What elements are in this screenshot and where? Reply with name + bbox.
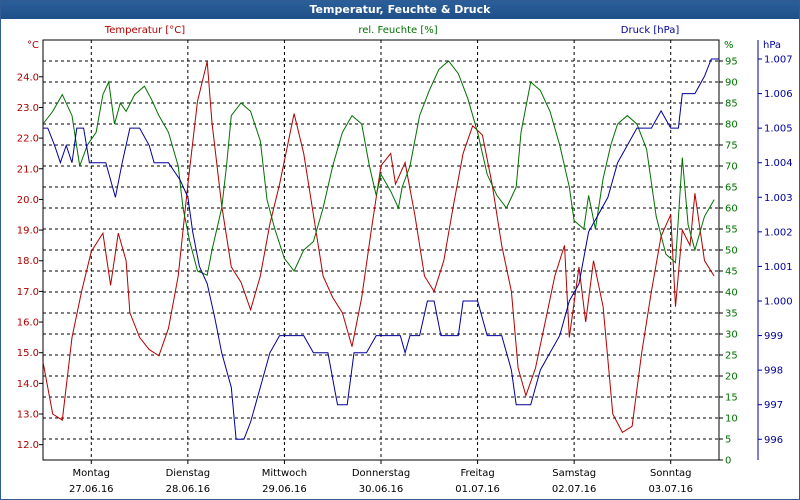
temperature-tick-label: 12.0 <box>17 440 39 451</box>
humidity-tick-label: 20 <box>725 372 738 383</box>
humidity-tick-label: 50 <box>725 246 738 257</box>
pressure-axis-title: Druck [hPa] <box>621 25 680 36</box>
temperature-tick-label: 23.0 <box>17 103 39 114</box>
humidity-line <box>42 60 715 276</box>
pressure-tick-label: 999 <box>764 331 783 342</box>
pressure-tick-label: 1.005 <box>764 124 793 135</box>
temperature-tick-label: 13.0 <box>17 410 39 421</box>
humidity-tick-label: 10 <box>725 414 738 425</box>
axes-layer: 12.0 13.0 14.0 15.0 16.0 17.0 18.0 19.0 20.0 21.0… <box>17 40 793 495</box>
pressure-tick-label: 1.002 <box>764 227 793 238</box>
x-day-label: Freitag <box>460 468 494 479</box>
humidity-tick-label: 95 <box>725 57 738 68</box>
pressure-tick-label: 1.004 <box>764 158 793 169</box>
grid-lines <box>42 39 720 461</box>
x-day-label: Samstag <box>552 468 596 479</box>
x-day-label: Dienstag <box>166 468 211 479</box>
temperature-tick-label: 19.0 <box>17 226 39 237</box>
x-day-label: Donnerstag <box>352 468 410 479</box>
temperature-tick-label: 20.0 <box>17 195 39 206</box>
pressure-tick-label: 1.003 <box>764 193 793 204</box>
temperature-tick-label: 22.0 <box>17 134 39 145</box>
x-date-label: 28.06.16 <box>166 484 211 495</box>
x-date-label: 03.07.16 <box>648 484 693 495</box>
x-date-label: 02.07.16 <box>552 484 597 495</box>
window-title: Temperatur, Feuchte & Druck <box>1 1 799 19</box>
humidity-tick-label: 60 <box>725 204 738 215</box>
x-day-label: Sonntag <box>650 468 692 479</box>
humidity-tick-label: 45 <box>725 267 738 278</box>
temperature-tick-label: 17.0 <box>17 287 39 298</box>
temperature-tick-label: 16.0 <box>17 318 39 329</box>
humidity-tick-label: 5 <box>725 435 731 446</box>
temperature-line <box>42 61 715 434</box>
x-date-label: 27.06.16 <box>69 484 114 495</box>
humidity-axis-title: rel. Feuchte [%] <box>358 25 437 36</box>
humidity-tick-label: 75 <box>725 141 738 152</box>
temperature-tick-label: 15.0 <box>17 348 39 359</box>
pressure-tick-label: 996 <box>764 435 783 446</box>
humidity-tick-label: 90 <box>725 78 738 89</box>
pressure-tick-label: 1.006 <box>764 89 793 100</box>
humidity-tick-label: 40 <box>725 288 738 299</box>
pressure-line <box>43 58 719 440</box>
pressure-tick-label: 1.001 <box>764 262 793 273</box>
x-date-label: 01.07.16 <box>455 484 500 495</box>
humidity-tick-label: 0 <box>725 456 731 467</box>
temperature-tick-label: 14.0 <box>17 379 39 390</box>
humidity-tick-label: 55 <box>725 225 738 236</box>
humidity-tick-label: 15 <box>725 393 738 404</box>
pressure-tick-label: 1.000 <box>764 296 793 307</box>
pressure-unit: hPa <box>763 40 781 51</box>
series-layer <box>42 58 719 440</box>
pressure-tick-label: 997 <box>764 400 783 411</box>
temperature-tick-label: 18.0 <box>17 256 39 267</box>
humidity-tick-label: 85 <box>725 99 738 110</box>
temperature-tick-label: 21.0 <box>17 164 39 175</box>
pressure-tick-label: 998 <box>764 366 783 377</box>
humidity-tick-label: 65 <box>725 183 738 194</box>
temperature-unit: °C <box>27 40 39 51</box>
humidity-tick-label: 30 <box>725 330 738 341</box>
x-date-label: 30.06.16 <box>359 484 404 495</box>
humidity-unit: % <box>724 40 734 51</box>
temperature-tick-label: 24.0 <box>17 72 39 83</box>
humidity-tick-label: 25 <box>725 351 738 362</box>
humidity-tick-label: 80 <box>725 120 738 131</box>
x-day-label: Mittwoch <box>262 468 307 479</box>
temperature-axis-title: Temperatur [°C] <box>104 25 185 36</box>
humidity-tick-label: 35 <box>725 309 738 320</box>
x-day-label: Montag <box>73 468 110 479</box>
humidity-tick-label: 70 <box>725 162 738 173</box>
x-date-label: 29.06.16 <box>262 484 307 495</box>
pressure-tick-label: 1.007 <box>764 55 793 66</box>
